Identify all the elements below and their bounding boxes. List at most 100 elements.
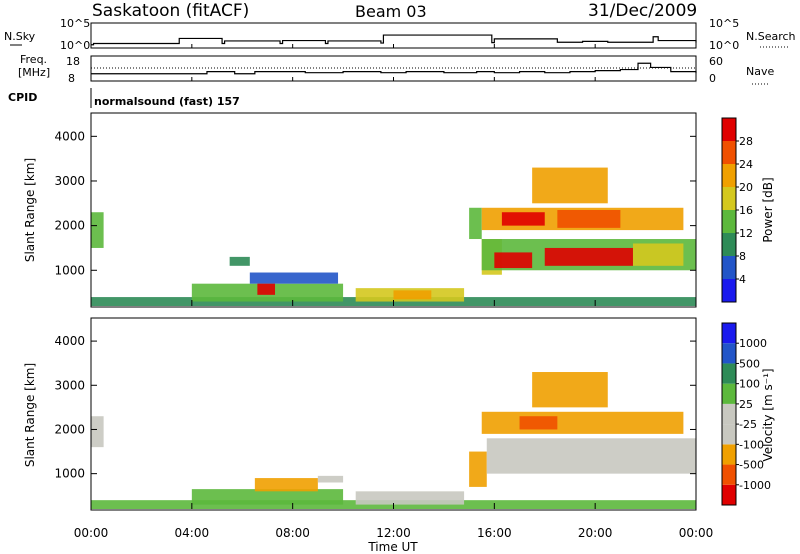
colorbar-segment [722, 403, 736, 425]
colorbar-tick-label: 500 [739, 357, 760, 370]
colorbar-segment [722, 141, 736, 164]
colorbar-segment [722, 424, 736, 445]
x-axis-label: Time UT [367, 540, 418, 554]
colorbar-tick-label: 25 [739, 398, 753, 411]
colorbar-segment [722, 210, 736, 233]
noise-left-tick-top: 10^5 [60, 17, 90, 30]
y-tick-label: 4000 [54, 129, 85, 143]
freq-tick-bottom: 8 [68, 72, 75, 85]
colorbar-frame [721, 322, 737, 506]
colorbar-tick-label: -25 [739, 418, 757, 431]
heatmap-region [317, 475, 344, 483]
noise-right-label: N.Search [746, 30, 796, 43]
beam-label: Beam 03 [355, 2, 427, 21]
y-tick-label: 2000 [54, 422, 85, 436]
freq-unit-label: [MHz] [18, 66, 50, 79]
y-tick-label: 1000 [54, 467, 85, 481]
velocity-colorbar: -1000 -500 -100 -25 25 100 500 1000 [721, 322, 771, 506]
colorbar-tick-label: 8 [739, 250, 746, 263]
x-tick-label: 08:00 [275, 526, 310, 540]
noise-sky-line [91, 34, 697, 46]
colorbar-segment [722, 484, 736, 505]
colorbar-segment [722, 444, 736, 465]
heatmap-region [486, 438, 696, 474]
colorbar-segment [722, 164, 736, 187]
freq-label: Freq. [20, 53, 47, 66]
date-label: 31/Dec/2009 [588, 1, 697, 21]
colorbar-segment [722, 233, 736, 256]
colorbar-segment [722, 464, 736, 485]
heatmap-region [229, 256, 250, 266]
noise-left-label: N.Sky [4, 30, 36, 43]
heatmap-region [519, 416, 558, 430]
velocity-colorbar-label: Velocity [m s⁻¹] [761, 368, 775, 461]
noise-right-tick-top: 10^5 [709, 17, 739, 30]
cpid-value: normalsound (fast) 157 [94, 95, 240, 108]
x-tick-label: 00:00 [679, 526, 714, 540]
velocity-panel-frame [90, 317, 697, 511]
y-tick-label: 4000 [54, 334, 85, 348]
cpid-label: CPID [8, 91, 37, 104]
colorbar-segment [722, 256, 736, 279]
colorbar-tick-label: 20 [739, 181, 753, 194]
nave-tick-bottom: 0 [709, 72, 716, 85]
y-tick-label: 3000 [54, 174, 85, 188]
colorbar-segment [722, 323, 736, 344]
time-x-axis: 00:00 04:00 08:00 12:00 16:00 20:00 00:00 [74, 44, 714, 540]
colorbar-segment [722, 279, 736, 302]
colorbar-segment [722, 343, 736, 364]
colorbar-tick-label: -1000 [739, 479, 771, 492]
colorbar-tick-label: 4 [739, 273, 746, 286]
heatmap-region [532, 372, 608, 408]
heatmap-region [532, 167, 608, 204]
velocity-ylabel: Slant Range [km] [23, 363, 37, 467]
x-tick-label: 12:00 [376, 526, 411, 540]
nave-tick-top: 60 [709, 55, 723, 68]
power-ylabel: Slant Range [km] [23, 158, 37, 262]
power-colorbar: 4 8 12 16 20 24 28 [721, 117, 753, 303]
frequency-line [91, 62, 697, 75]
x-tick-label: 16:00 [477, 526, 512, 540]
colorbar-tick-label: 1000 [739, 337, 767, 350]
heatmap-region [481, 411, 684, 434]
colorbar-tick-label: 100 [739, 378, 760, 391]
y-tick-label: 2000 [54, 219, 85, 233]
power-heatmap [91, 167, 696, 306]
nave-label: Nave [746, 65, 774, 78]
x-tick-label: 20:00 [578, 526, 613, 540]
colorbar-segment [722, 118, 736, 141]
heatmap-region [501, 212, 545, 226]
freq-tick-top: 18 [66, 55, 80, 68]
power-colorbar-label: Power [dB] [761, 177, 775, 242]
heatmap-region [469, 451, 487, 487]
heatmap-region [544, 247, 633, 266]
heatmap-region [469, 207, 482, 240]
colorbar-tick-label: 16 [739, 204, 753, 217]
velocity-y-axis: 1000 2000 3000 4000 [54, 334, 696, 481]
colorbar-tick-label: 28 [739, 135, 753, 148]
velocity-heatmap [91, 372, 696, 509]
heatmap-region [393, 290, 432, 300]
station-title: Saskatoon (fitACF) [92, 1, 249, 21]
colorbar-segment [722, 187, 736, 210]
x-tick-label: 04:00 [175, 526, 210, 540]
power-y-axis: 1000 2000 3000 4000 [54, 129, 696, 277]
heatmap-region [254, 478, 318, 492]
colorbar-tick-label: 12 [739, 227, 753, 240]
y-tick-label: 3000 [54, 378, 85, 392]
heatmap-region [355, 491, 465, 505]
heatmap-region [91, 416, 104, 448]
heatmap-region [494, 252, 533, 269]
heatmap-region [257, 283, 276, 295]
heatmap-region [557, 210, 621, 228]
noise-left-tick-bottom: 10^0 [60, 39, 90, 52]
x-tick-label: 00:00 [74, 526, 109, 540]
colorbar-segment [722, 363, 736, 384]
noise-right-tick-bottom: 10^0 [709, 39, 739, 52]
colorbar-tick-label: 24 [739, 158, 753, 171]
y-tick-label: 1000 [54, 263, 85, 277]
heatmap-region [191, 489, 344, 505]
heatmap-region [632, 243, 684, 266]
